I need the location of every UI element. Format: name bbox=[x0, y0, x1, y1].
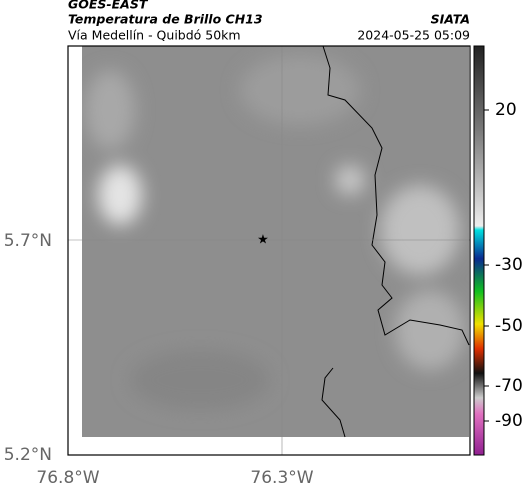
title: GOES-EAST bbox=[68, 0, 149, 12]
subtitle: Temperatura de Brillo CH13 bbox=[68, 12, 263, 27]
colorbar-tick-label: -30 bbox=[495, 255, 523, 275]
lon-label: 76.3°W bbox=[250, 468, 313, 488]
source: SIATA bbox=[431, 12, 470, 27]
location-marker: ★ bbox=[257, 233, 269, 248]
lat-label: 5.2°N bbox=[4, 445, 52, 465]
datetime: 2024-05-25 05:09 bbox=[357, 28, 470, 43]
colorbar-ticks: 20 -30 -50 -70 -90 bbox=[484, 100, 523, 431]
colorbar-tick-label: 20 bbox=[495, 100, 517, 120]
colorbar-tick-label: -90 bbox=[495, 411, 523, 431]
colorbar bbox=[473, 45, 485, 456]
lat-label: 5.7°N bbox=[4, 231, 52, 251]
satellite-image bbox=[82, 46, 469, 437]
location: Vía Medellín - Quibdó 50km bbox=[68, 28, 241, 43]
colorbar-tick-label: -50 bbox=[495, 316, 523, 336]
map-frame bbox=[67, 45, 471, 456]
border-lines bbox=[321, 45, 470, 438]
colorbar-tick-label: -70 bbox=[495, 376, 523, 396]
lon-label: 76.8°W bbox=[36, 468, 99, 488]
